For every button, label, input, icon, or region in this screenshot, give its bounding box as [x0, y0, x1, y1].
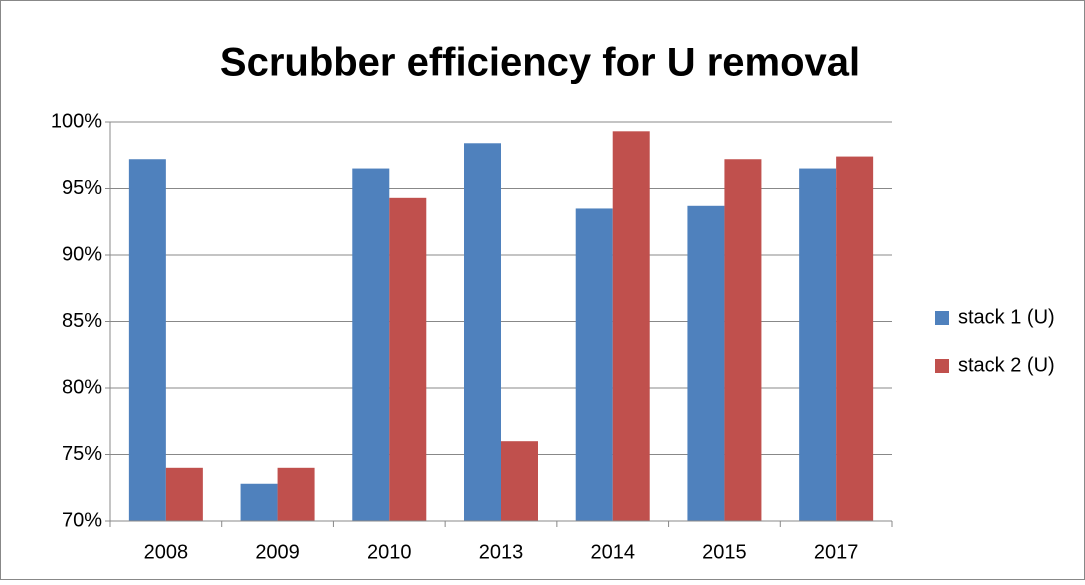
legend-label: stack 2 (U)	[958, 354, 1055, 376]
y-tick-label: 75%	[62, 443, 102, 465]
y-tick-label: 95%	[62, 177, 102, 199]
y-tick-label: 100%	[51, 110, 102, 132]
x-tick-label: 2013	[479, 541, 524, 563]
bar	[352, 168, 390, 522]
bar	[501, 441, 538, 521]
bar	[836, 156, 874, 521]
legend-swatch	[935, 311, 949, 325]
x-tick-label: 2014	[590, 541, 635, 563]
x-tick-label: 2017	[814, 541, 859, 563]
bar	[389, 197, 427, 521]
y-tick-label: 70%	[62, 509, 102, 531]
x-tick-label: 2009	[255, 541, 300, 563]
bar	[724, 159, 762, 522]
y-tick-label: 85%	[62, 310, 102, 332]
bar	[575, 208, 613, 521]
legend-label: stack 1 (U)	[958, 306, 1055, 328]
legend-swatch	[935, 359, 949, 373]
x-tick-label: 2015	[702, 541, 747, 563]
x-tick-label: 2010	[367, 541, 412, 563]
x-tick-label: 2008	[144, 541, 189, 563]
bar	[687, 205, 725, 522]
bar	[165, 467, 203, 521]
y-tick-label: 80%	[62, 376, 102, 398]
y-tick-label: 90%	[62, 243, 102, 265]
bar	[464, 143, 501, 521]
bar	[612, 131, 650, 521]
bar	[277, 467, 315, 521]
bar	[799, 168, 837, 522]
chart-title: Scrubber efficiency for U removal	[220, 41, 860, 85]
bar	[128, 159, 166, 522]
bar	[240, 483, 278, 521]
